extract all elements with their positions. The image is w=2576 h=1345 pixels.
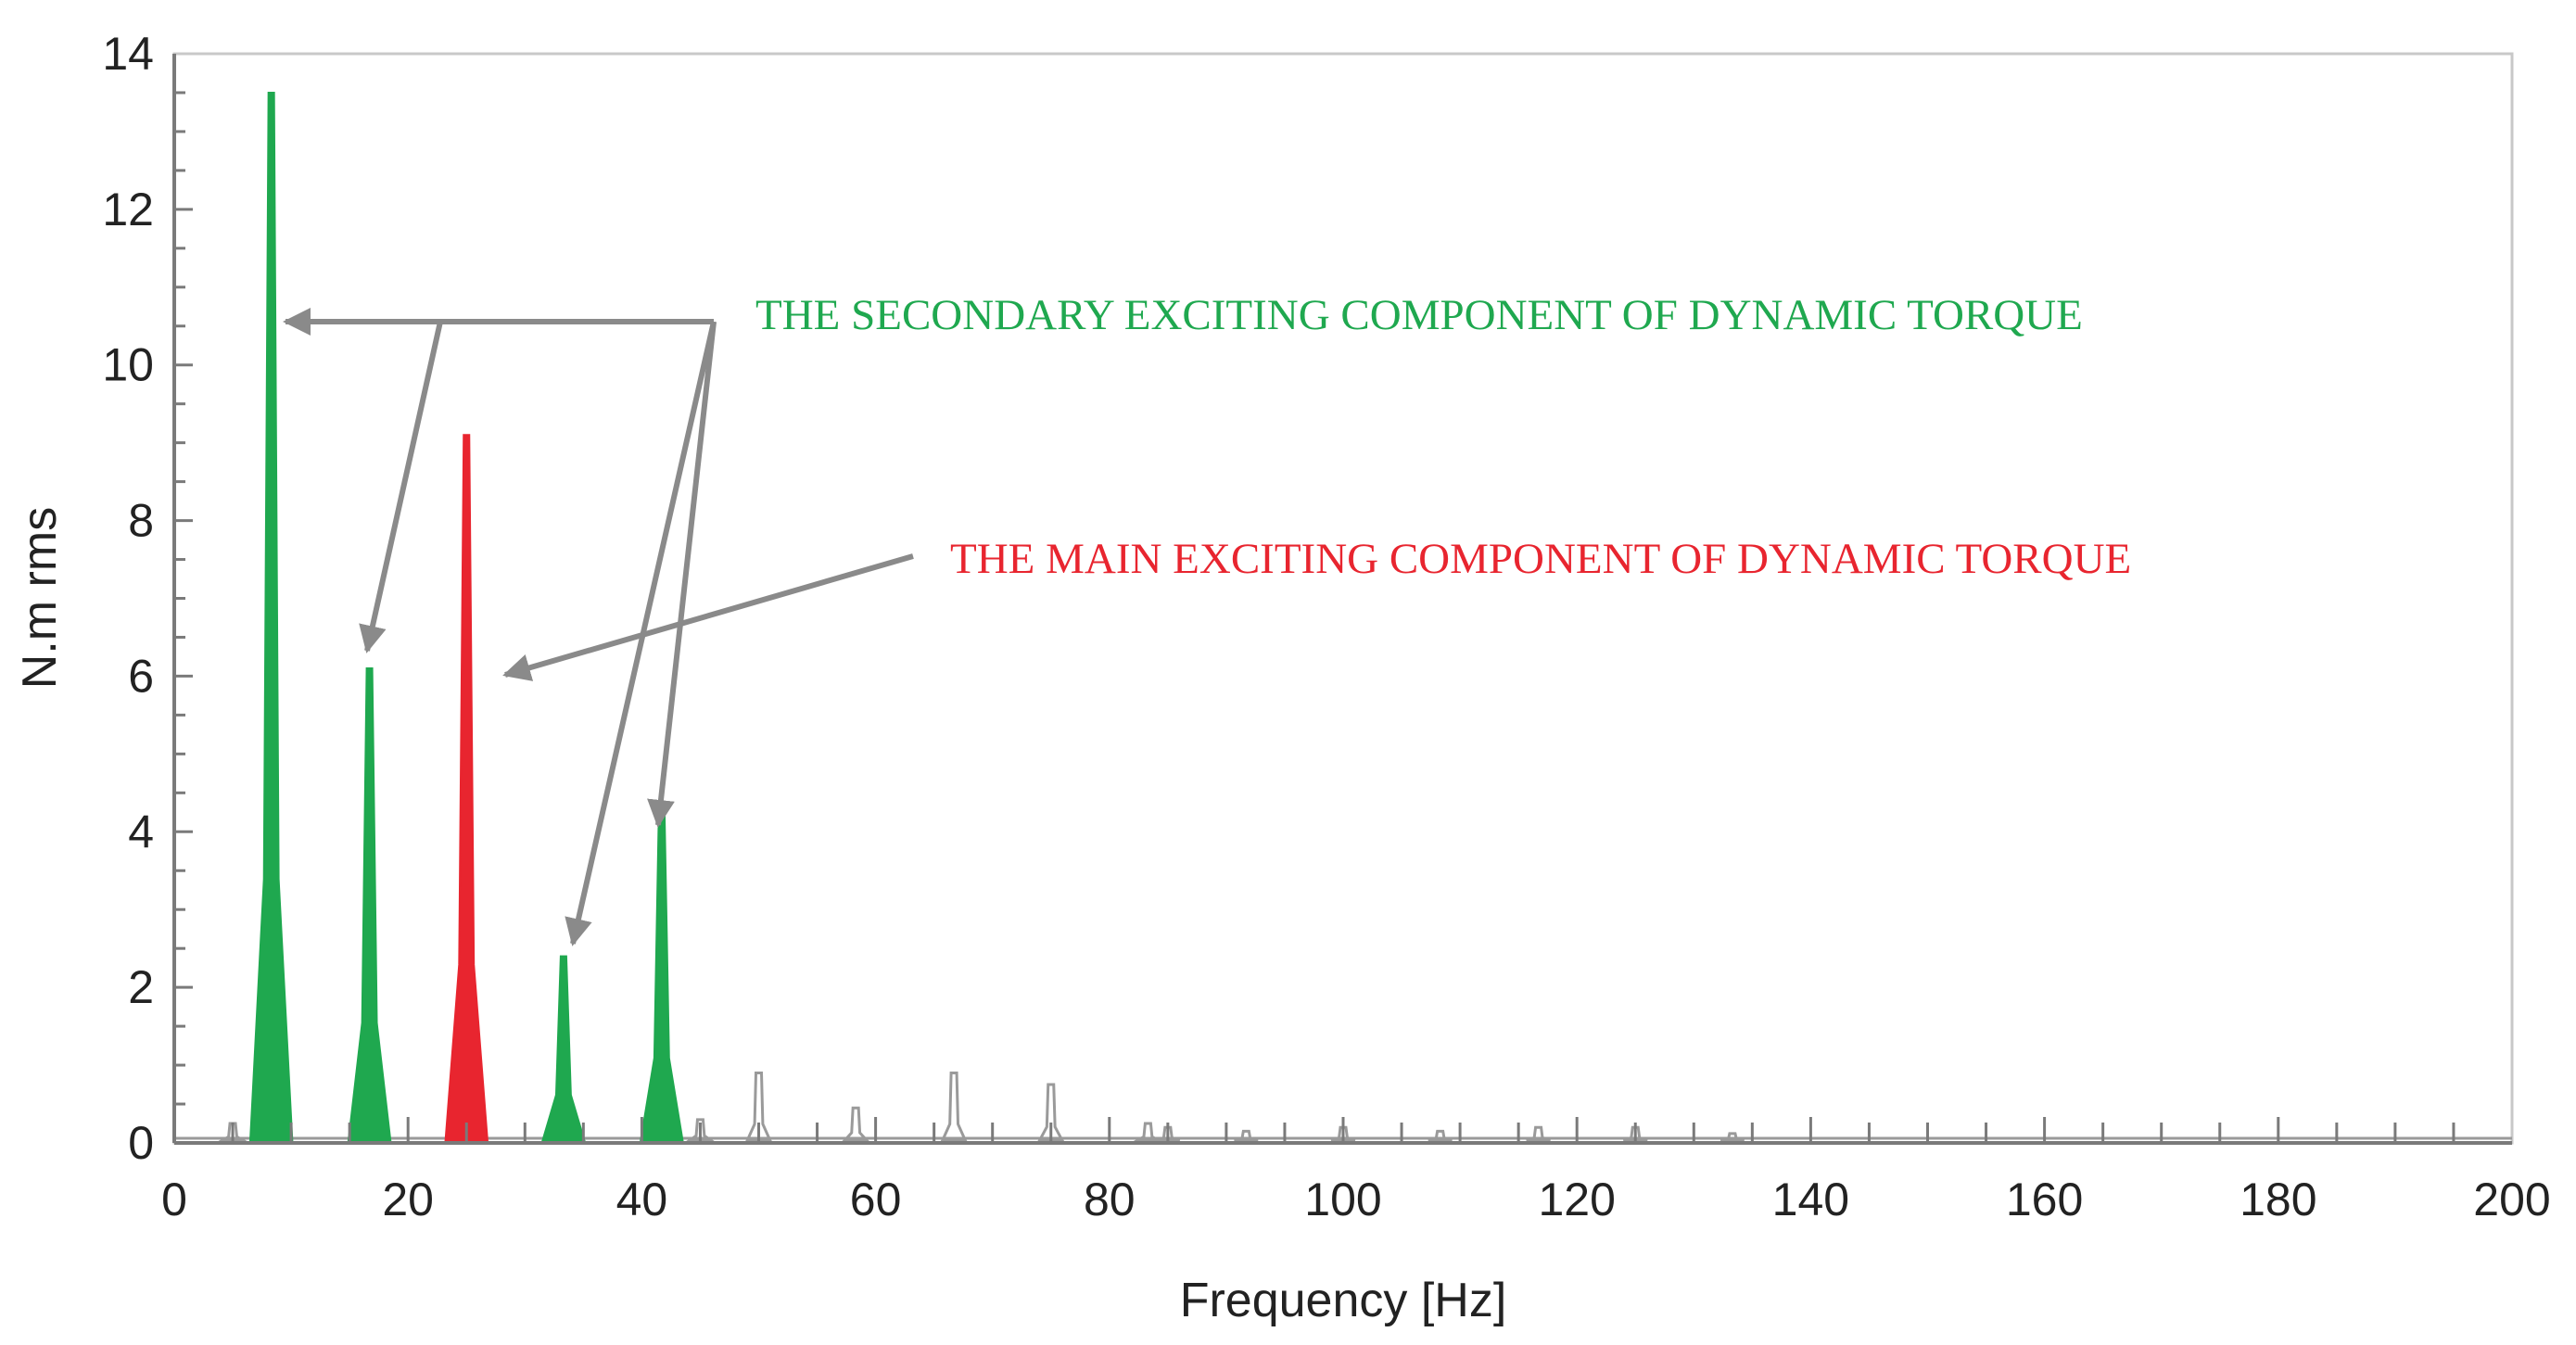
main-annotation: THE MAIN EXCITING COMPONENT OF DYNAMIC T… — [950, 535, 2131, 583]
y-tick-label-12: 12 — [102, 184, 154, 235]
x-tick-label-140: 140 — [1772, 1174, 1849, 1225]
x-tick-label-80: 80 — [1084, 1174, 1136, 1225]
y-tick-label-6: 6 — [128, 650, 154, 702]
plot-frame — [172, 52, 2514, 1145]
x-axis-label: Frequency [Hz] — [1180, 1274, 1507, 1327]
secondary-peak-0 — [248, 91, 294, 1142]
x-tick-label-40: 40 — [616, 1174, 668, 1225]
x-tick-label-180: 180 — [2240, 1174, 2316, 1225]
secondary-peak-2 — [540, 955, 586, 1142]
y-tick-label-0: 0 — [128, 1117, 154, 1169]
y-ticks: 0 2 4 6 8 10 12 14 — [102, 28, 193, 1169]
x-tick-label-200: 200 — [2473, 1174, 2550, 1225]
x-tick-label-20: 20 — [382, 1174, 434, 1225]
minor-peak-3 — [841, 1106, 871, 1143]
peaks-layer — [174, 91, 2512, 1143]
x-tick-label-60: 60 — [850, 1174, 902, 1225]
y-tick-label-10: 10 — [102, 339, 154, 391]
y-tick-label-2: 2 — [128, 961, 154, 1013]
x-tick-label-120: 120 — [1538, 1174, 1615, 1225]
x-tick-label-0: 0 — [161, 1174, 187, 1225]
secondary-annotation: THE SECONDARY EXCITING COMPONENT OF DYNA… — [755, 291, 2083, 339]
x-tick-label-100: 100 — [1304, 1174, 1381, 1225]
minor-peak-4 — [940, 1071, 969, 1143]
x-ticks: 0 20 40 60 80 100 120 140 160 180 200 — [161, 1117, 2551, 1225]
main-peak-0 — [444, 434, 489, 1142]
y-tick-label-14: 14 — [102, 28, 154, 80]
y-axis-label: N.m rms — [13, 507, 67, 689]
secondary-peak-3 — [639, 807, 684, 1142]
x-tick-label-160: 160 — [2006, 1174, 2083, 1225]
y-tick-label-8: 8 — [128, 495, 154, 547]
y-tick-label-4: 4 — [128, 806, 154, 857]
main-arrow — [502, 553, 914, 681]
secondary-peak-1 — [347, 667, 392, 1142]
